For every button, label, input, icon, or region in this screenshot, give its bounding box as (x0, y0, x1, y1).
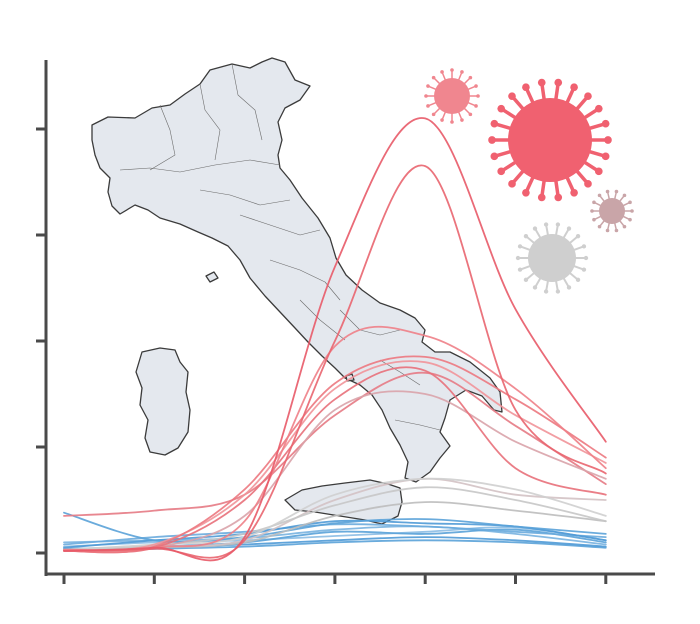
series-layer (63, 117, 607, 562)
series-line-18 (63, 526, 607, 548)
italy-map (91, 57, 503, 525)
y-ticks (36, 127, 46, 555)
virus-decorations (424, 68, 634, 294)
series-line-0 (63, 117, 607, 562)
series-line-9 (63, 486, 607, 551)
sicily (284, 479, 403, 525)
virus-icon-0 (488, 78, 612, 202)
virus-icon-3 (515, 222, 589, 294)
series-line-3 (63, 355, 607, 554)
series-line-14 (63, 523, 607, 546)
series-line-7 (63, 371, 607, 517)
x-ticks (62, 574, 608, 584)
axes (36, 60, 655, 584)
virus-icon-1 (424, 68, 480, 124)
series-line-4 (63, 360, 607, 552)
sardinia (135, 347, 191, 456)
virus-icon-2 (590, 189, 634, 233)
elba-island (205, 271, 219, 283)
series-line-12 (63, 511, 607, 543)
